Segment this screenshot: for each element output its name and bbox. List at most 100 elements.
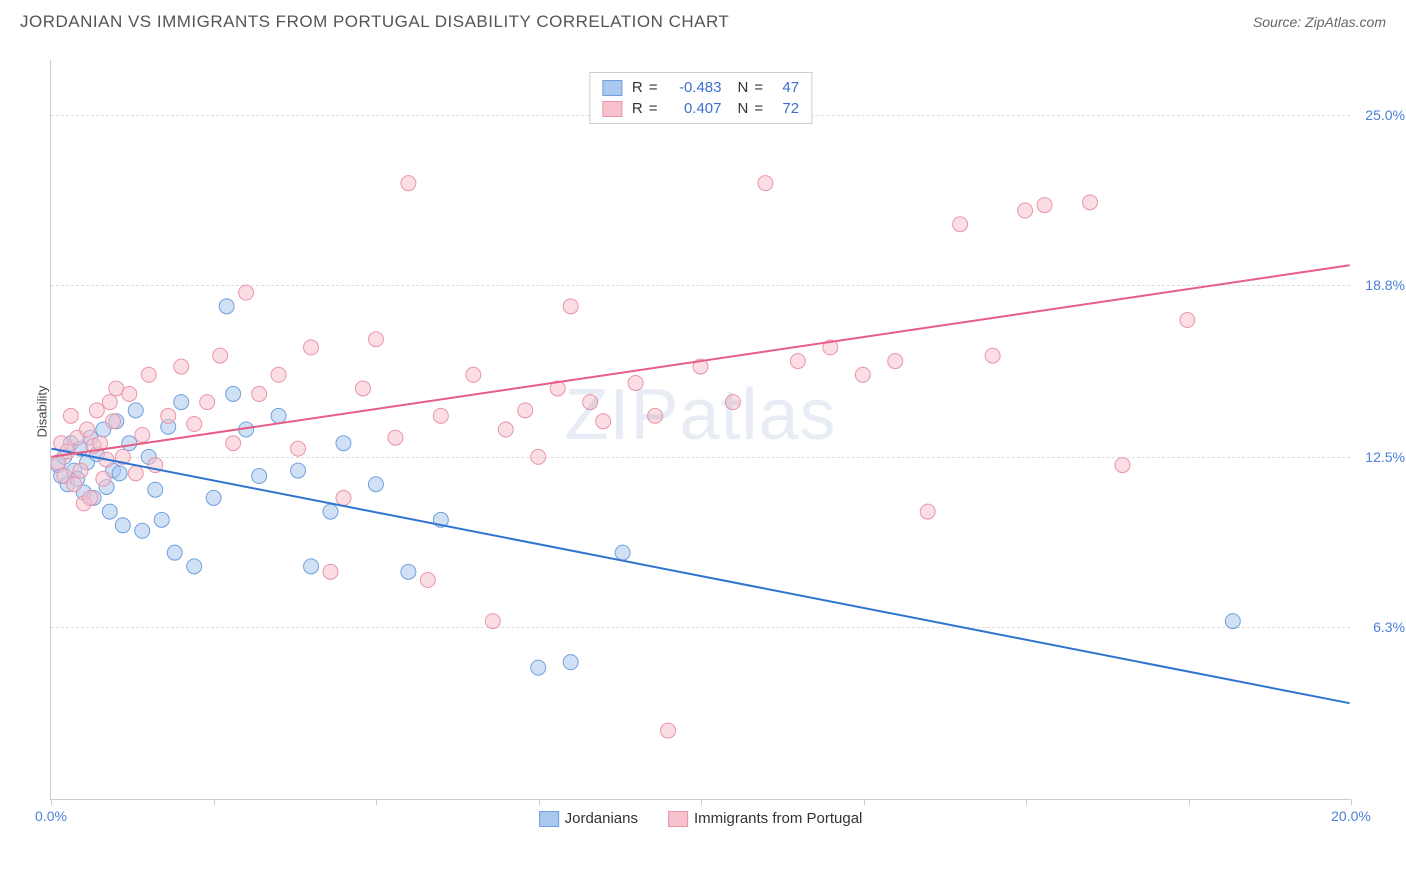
scatter-point bbox=[725, 395, 740, 410]
xtick bbox=[1026, 799, 1027, 805]
scatter-point bbox=[73, 441, 88, 456]
scatter-point bbox=[161, 419, 176, 434]
scatter-point bbox=[239, 285, 254, 300]
scatter-point bbox=[80, 422, 95, 437]
scatter-point bbox=[86, 490, 101, 505]
xtick bbox=[376, 799, 377, 805]
scatter-point bbox=[70, 430, 85, 445]
scatter-point bbox=[920, 504, 935, 519]
watermark-zip: ZIP bbox=[564, 375, 679, 455]
scatter-point bbox=[174, 395, 189, 410]
xtick bbox=[701, 799, 702, 805]
scatter-point bbox=[67, 463, 82, 478]
y-axis-label: Disability bbox=[35, 385, 50, 437]
stat-r-label-2: R bbox=[632, 100, 643, 117]
stat-n-label-1: N bbox=[738, 79, 749, 96]
plot-area: Disability ZIPatlas R = -0.483 N = 47 R … bbox=[50, 60, 1350, 800]
scatter-point bbox=[106, 414, 121, 429]
gridline bbox=[51, 457, 1350, 458]
scatter-point bbox=[167, 545, 182, 560]
scatter-point bbox=[563, 299, 578, 314]
scatter-point bbox=[141, 367, 156, 382]
scatter-point bbox=[596, 414, 611, 429]
scatter-point bbox=[1037, 198, 1052, 213]
scatter-point bbox=[200, 395, 215, 410]
scatter-point bbox=[693, 359, 708, 374]
stats-row-series1: R = -0.483 N = 47 bbox=[590, 77, 811, 98]
xtick bbox=[1189, 799, 1190, 805]
scatter-point bbox=[239, 422, 254, 437]
scatter-point bbox=[89, 403, 104, 418]
stat-n-val-2: 72 bbox=[769, 100, 799, 117]
scatter-point bbox=[323, 564, 338, 579]
scatter-point bbox=[206, 490, 221, 505]
stats-legend: R = -0.483 N = 47 R = 0.407 N = 72 bbox=[589, 72, 812, 124]
scatter-point bbox=[368, 477, 383, 492]
xtick bbox=[51, 799, 52, 805]
scatter-point bbox=[252, 469, 267, 484]
scatter-point bbox=[271, 408, 286, 423]
scatter-point bbox=[420, 573, 435, 588]
watermark-atlas: atlas bbox=[679, 375, 836, 455]
scatter-point bbox=[161, 408, 176, 423]
chart-container: Disability ZIPatlas R = -0.483 N = 47 R … bbox=[50, 50, 1370, 840]
stat-r-label-1: R bbox=[632, 79, 643, 96]
scatter-point bbox=[304, 559, 319, 574]
chart-title: JORDANIAN VS IMMIGRANTS FROM PORTUGAL DI… bbox=[20, 12, 729, 32]
scatter-point bbox=[323, 504, 338, 519]
stat-eq-2b: = bbox=[754, 100, 763, 117]
scatter-point bbox=[148, 458, 163, 473]
scatter-point bbox=[106, 463, 121, 478]
scatter-point bbox=[115, 518, 130, 533]
scatter-point bbox=[985, 348, 1000, 363]
xtick bbox=[539, 799, 540, 805]
scatter-point bbox=[128, 466, 143, 481]
scatter-point bbox=[86, 438, 101, 453]
ytick-label: 25.0% bbox=[1365, 107, 1405, 123]
scatter-svg bbox=[51, 60, 1350, 799]
scatter-point bbox=[1225, 614, 1240, 629]
scatter-point bbox=[99, 452, 114, 467]
scatter-point bbox=[187, 417, 202, 432]
scatter-point bbox=[648, 408, 663, 423]
scatter-point bbox=[122, 386, 137, 401]
scatter-point bbox=[54, 436, 69, 451]
scatter-point bbox=[823, 340, 838, 355]
scatter-point bbox=[135, 523, 150, 538]
scatter-point bbox=[855, 367, 870, 382]
scatter-point bbox=[433, 408, 448, 423]
scatter-point bbox=[401, 564, 416, 579]
scatter-point bbox=[148, 482, 163, 497]
scatter-point bbox=[1180, 313, 1195, 328]
scatter-point bbox=[63, 436, 78, 451]
scatter-point bbox=[70, 471, 85, 486]
scatter-point bbox=[187, 559, 202, 574]
scatter-point bbox=[368, 332, 383, 347]
watermark: ZIPatlas bbox=[564, 374, 836, 456]
scatter-point bbox=[888, 354, 903, 369]
scatter-point bbox=[60, 477, 75, 492]
stat-n-label-2: N bbox=[738, 100, 749, 117]
scatter-point bbox=[485, 614, 500, 629]
legend-item-1: Jordanians bbox=[539, 810, 638, 827]
scatter-point bbox=[790, 354, 805, 369]
scatter-point bbox=[953, 217, 968, 232]
scatter-point bbox=[109, 381, 124, 396]
scatter-point bbox=[498, 422, 513, 437]
scatter-point bbox=[291, 441, 306, 456]
stats-row-series2: R = 0.407 N = 72 bbox=[590, 98, 811, 119]
scatter-point bbox=[102, 504, 117, 519]
scatter-point bbox=[93, 436, 108, 451]
scatter-point bbox=[109, 414, 124, 429]
source-attribution: Source: ZipAtlas.com bbox=[1253, 14, 1386, 30]
scatter-point bbox=[518, 403, 533, 418]
scatter-point bbox=[531, 660, 546, 675]
scatter-point bbox=[226, 386, 241, 401]
scatter-point bbox=[466, 367, 481, 382]
xtick bbox=[214, 799, 215, 805]
trend-line bbox=[51, 449, 1349, 704]
scatter-point bbox=[89, 447, 104, 462]
scatter-point bbox=[563, 655, 578, 670]
scatter-point bbox=[73, 463, 88, 478]
scatter-point bbox=[54, 469, 69, 484]
